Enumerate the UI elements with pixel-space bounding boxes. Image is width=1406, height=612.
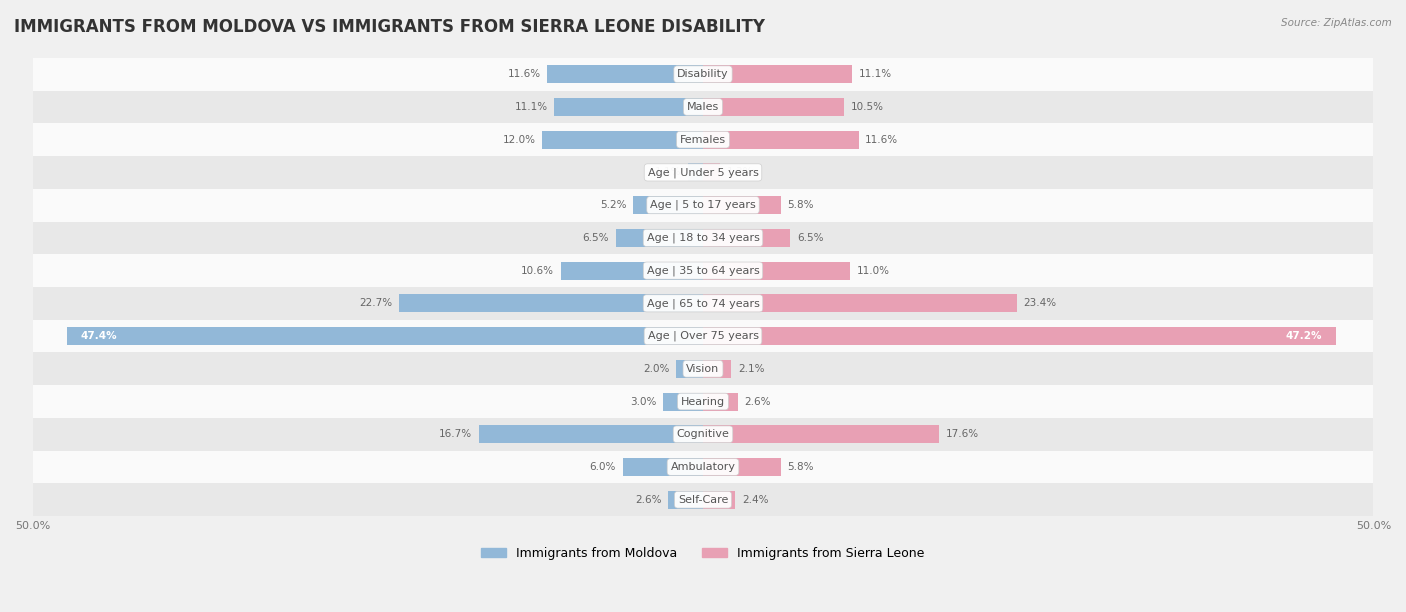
Bar (703, 294, 1017, 312)
Text: Cognitive: Cognitive (676, 429, 730, 439)
Text: 2.1%: 2.1% (738, 364, 765, 374)
Text: 22.7%: 22.7% (359, 298, 392, 308)
Bar (689, 163, 703, 181)
Text: Age | 5 to 17 years: Age | 5 to 17 years (650, 200, 756, 211)
Text: 2.6%: 2.6% (636, 494, 661, 505)
Bar (703, 327, 1336, 345)
Bar (703, 425, 939, 443)
Bar (32, 418, 1374, 450)
Bar (32, 450, 1374, 483)
Text: 17.6%: 17.6% (946, 429, 979, 439)
Bar (32, 319, 1374, 353)
Text: 6.5%: 6.5% (582, 233, 609, 243)
Text: Hearing: Hearing (681, 397, 725, 406)
Bar (668, 491, 703, 509)
Bar (703, 163, 720, 181)
Bar (547, 65, 703, 83)
Text: Males: Males (688, 102, 718, 112)
Text: 12.0%: 12.0% (502, 135, 536, 144)
Bar (616, 229, 703, 247)
Text: 11.6%: 11.6% (508, 69, 541, 79)
Text: 2.4%: 2.4% (742, 494, 769, 505)
Bar (32, 483, 1374, 516)
Text: 2.0%: 2.0% (643, 364, 669, 374)
Bar (633, 196, 703, 214)
Bar (32, 91, 1374, 123)
Bar (32, 222, 1374, 254)
Text: Source: ZipAtlas.com: Source: ZipAtlas.com (1281, 18, 1392, 28)
Bar (561, 261, 703, 280)
Bar (703, 131, 859, 149)
Text: 3.0%: 3.0% (630, 397, 657, 406)
Text: Females: Females (681, 135, 725, 144)
Bar (543, 131, 703, 149)
Bar (703, 458, 780, 476)
Text: 5.8%: 5.8% (787, 200, 814, 210)
Text: 5.8%: 5.8% (787, 462, 814, 472)
Text: 23.4%: 23.4% (1024, 298, 1056, 308)
Bar (32, 385, 1374, 418)
Bar (676, 360, 703, 378)
Bar (703, 65, 852, 83)
Bar (399, 294, 703, 312)
Bar (32, 123, 1374, 156)
Text: 47.2%: 47.2% (1286, 331, 1323, 341)
Text: 16.7%: 16.7% (439, 429, 472, 439)
Text: 11.6%: 11.6% (865, 135, 898, 144)
Bar (32, 254, 1374, 287)
Text: 6.0%: 6.0% (589, 462, 616, 472)
Bar (32, 58, 1374, 91)
Text: 6.5%: 6.5% (797, 233, 824, 243)
Bar (32, 287, 1374, 319)
Text: 10.5%: 10.5% (851, 102, 883, 112)
Text: IMMIGRANTS FROM MOLDOVA VS IMMIGRANTS FROM SIERRA LEONE DISABILITY: IMMIGRANTS FROM MOLDOVA VS IMMIGRANTS FR… (14, 18, 765, 36)
Text: 5.2%: 5.2% (600, 200, 627, 210)
Bar (32, 156, 1374, 188)
Bar (32, 188, 1374, 222)
Text: Vision: Vision (686, 364, 720, 374)
Text: Age | 65 to 74 years: Age | 65 to 74 years (647, 298, 759, 308)
Text: 47.4%: 47.4% (82, 331, 118, 341)
Bar (703, 392, 738, 411)
Text: 10.6%: 10.6% (522, 266, 554, 275)
Bar (662, 392, 703, 411)
Legend: Immigrants from Moldova, Immigrants from Sierra Leone: Immigrants from Moldova, Immigrants from… (477, 542, 929, 565)
Bar (703, 261, 851, 280)
Bar (703, 229, 790, 247)
Bar (703, 98, 844, 116)
Text: Age | 35 to 64 years: Age | 35 to 64 years (647, 266, 759, 276)
Text: 11.1%: 11.1% (515, 102, 547, 112)
Bar (479, 425, 703, 443)
Bar (67, 327, 703, 345)
Text: Ambulatory: Ambulatory (671, 462, 735, 472)
Text: 11.1%: 11.1% (859, 69, 891, 79)
Bar (703, 196, 780, 214)
Bar (703, 491, 735, 509)
Text: Self-Care: Self-Care (678, 494, 728, 505)
Bar (554, 98, 703, 116)
Text: Age | Under 5 years: Age | Under 5 years (648, 167, 758, 177)
Text: 1.3%: 1.3% (727, 168, 754, 177)
Text: 2.6%: 2.6% (745, 397, 770, 406)
Text: 1.1%: 1.1% (655, 168, 682, 177)
Text: Age | Over 75 years: Age | Over 75 years (648, 331, 758, 341)
Bar (703, 360, 731, 378)
Bar (32, 353, 1374, 385)
Text: Disability: Disability (678, 69, 728, 79)
Bar (623, 458, 703, 476)
Text: Age | 18 to 34 years: Age | 18 to 34 years (647, 233, 759, 243)
Text: 11.0%: 11.0% (858, 266, 890, 275)
